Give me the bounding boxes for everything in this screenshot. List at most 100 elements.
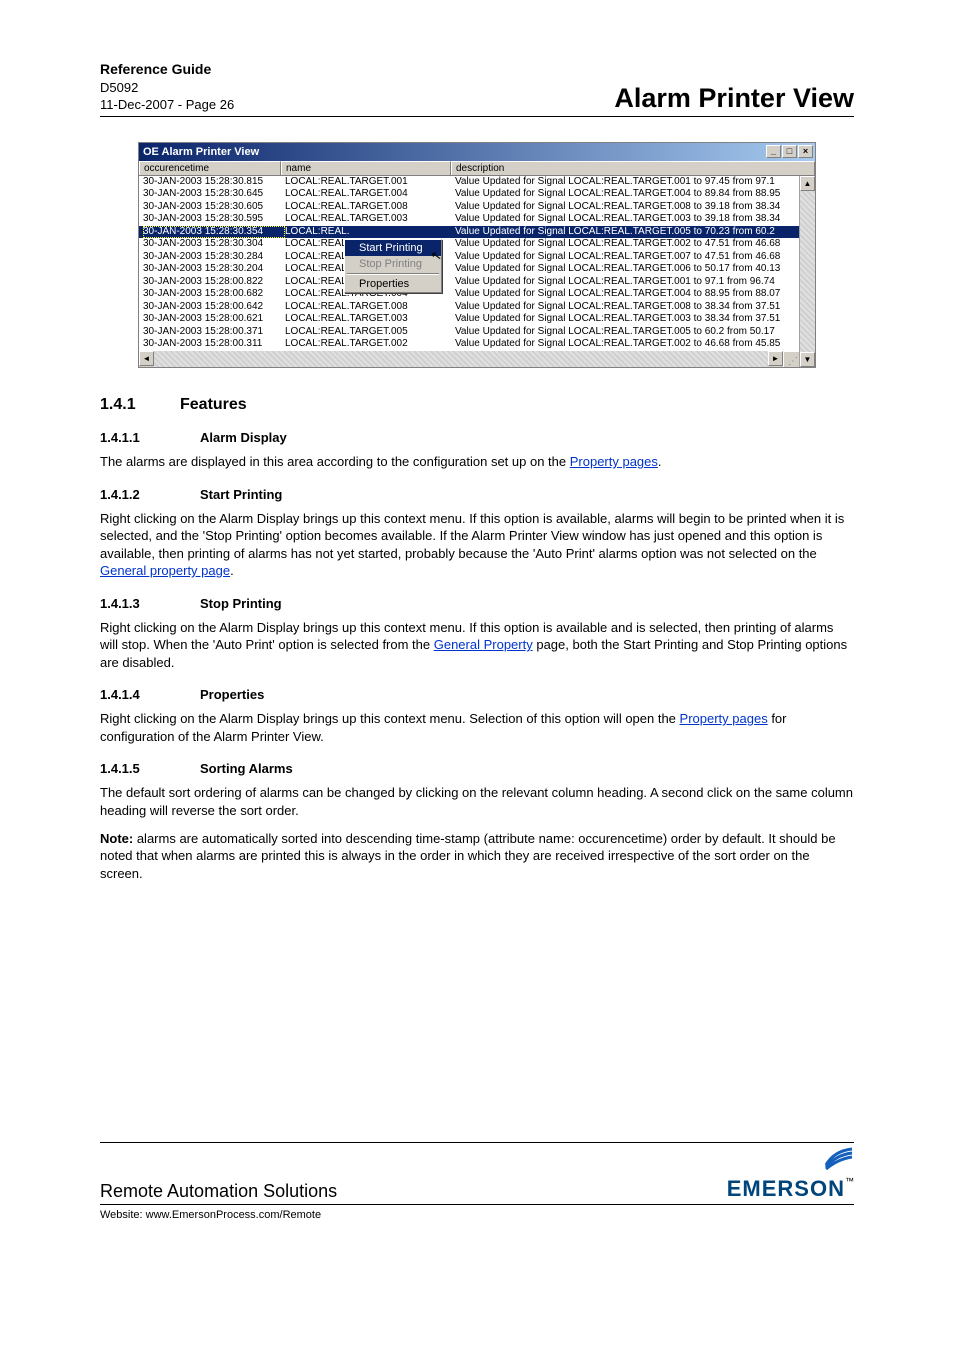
- text: .: [658, 454, 662, 469]
- col-occurencetime[interactable]: occurencetime: [139, 161, 281, 175]
- table-row[interactable]: 30-JAN-2003 15:28:30.645LOCAL:REAL.TARGE…: [139, 188, 799, 201]
- cell-name: LOCAL:REAL.TARGET.003: [285, 313, 455, 326]
- section-1-4-1-2: 1.4.1.2Start Printing: [100, 487, 854, 502]
- logo-wave-icon: [824, 1145, 854, 1171]
- alarm-printer-window: OE Alarm Printer View _ □ × occurencetim…: [138, 142, 816, 368]
- cell-name: LOCAL:REAL.TARGET.003: [285, 213, 455, 226]
- ctx-properties[interactable]: Properties: [345, 276, 441, 292]
- scroll-up-button[interactable]: ▲: [800, 176, 815, 191]
- ctx-start-printing[interactable]: Start Printing: [345, 240, 441, 256]
- table-row[interactable]: 30-JAN-2003 15:28:30.354LOCAL:REAL.Value…: [139, 226, 799, 239]
- cell-name: LOCAL:REAL.TARGET.001: [285, 176, 455, 189]
- table-row[interactable]: 30-JAN-2003 15:28:30.304LOCAL:REAL.Value…: [139, 238, 799, 251]
- text: .: [230, 563, 234, 578]
- cell-time: 30-JAN-2003 15:28:30.815: [143, 176, 285, 189]
- sub-num: 1.4.1.1: [100, 430, 200, 445]
- cell-name: LOCAL:REAL.TARGET.008: [285, 201, 455, 214]
- table-row[interactable]: 30-JAN-2003 15:28:00.621LOCAL:REAL.TARGE…: [139, 313, 799, 326]
- table-row[interactable]: 30-JAN-2003 15:28:00.682LOCAL:REAL.TARGE…: [139, 288, 799, 301]
- para-properties: Right clicking on the Alarm Display brin…: [100, 710, 854, 745]
- page-footer: Remote Automation Solutions EMERSON™ Web…: [100, 1142, 854, 1221]
- hscroll-track[interactable]: [154, 351, 768, 367]
- cell-desc: Value Updated for Signal LOCAL:REAL.TARG…: [455, 263, 799, 276]
- table-row[interactable]: 30-JAN-2003 15:28:00.311LOCAL:REAL.TARGE…: [139, 338, 799, 351]
- scroll-right-button[interactable]: ►: [768, 351, 783, 366]
- horizontal-scrollbar[interactable]: ◄ ► ⋰: [139, 351, 799, 367]
- para-start-printing: Right clicking on the Alarm Display brin…: [100, 510, 854, 580]
- header-left: Reference Guide D5092 11-Dec-2007 - Page…: [100, 60, 234, 114]
- text: The alarms are displayed in this area ac…: [100, 454, 570, 469]
- sub-title: Sorting Alarms: [200, 761, 293, 776]
- cell-desc: Value Updated for Signal LOCAL:REAL.TARG…: [455, 288, 799, 301]
- close-button[interactable]: ×: [798, 145, 813, 158]
- sub-title: Stop Printing: [200, 596, 282, 611]
- text: Right clicking on the Alarm Display brin…: [100, 511, 844, 561]
- page-title: Alarm Printer View: [614, 83, 854, 114]
- resize-grip[interactable]: ⋰: [783, 351, 799, 367]
- link-property-pages-2[interactable]: Property pages: [680, 711, 768, 726]
- cell-name: LOCAL:REAL.: [285, 226, 455, 239]
- table-row[interactable]: 30-JAN-2003 15:28:30.595LOCAL:REAL.TARGE…: [139, 213, 799, 226]
- table-row[interactable]: 30-JAN-2003 15:28:30.284LOCAL:REAL.Value…: [139, 251, 799, 264]
- table-row[interactable]: 30-JAN-2003 15:28:30.815LOCAL:REAL.TARGE…: [139, 176, 799, 189]
- section-1-4-1-3: 1.4.1.3Stop Printing: [100, 596, 854, 611]
- scroll-left-button[interactable]: ◄: [139, 351, 154, 366]
- cell-time: 30-JAN-2003 15:28:00.822: [143, 276, 285, 289]
- para-sorting-note: Note: alarms are automatically sorted in…: [100, 830, 854, 883]
- minimize-button[interactable]: _: [766, 145, 781, 158]
- cell-time: 30-JAN-2003 15:28:30.304: [143, 238, 285, 251]
- cell-time: 30-JAN-2003 15:28:30.595: [143, 213, 285, 226]
- sub-num: 1.4.1.3: [100, 596, 200, 611]
- table-row[interactable]: 30-JAN-2003 15:28:00.642LOCAL:REAL.TARGE…: [139, 301, 799, 314]
- scroll-down-button[interactable]: ▼: [800, 352, 815, 367]
- cell-desc: Value Updated for Signal LOCAL:REAL.TARG…: [455, 238, 799, 251]
- ctx-stop-printing: Stop Printing: [345, 256, 441, 272]
- context-menu: Start Printing Stop Printing Properties: [344, 239, 442, 293]
- section-1-4-1-4: 1.4.1.4Properties: [100, 687, 854, 702]
- cell-name: LOCAL:REAL.TARGET.005: [285, 326, 455, 339]
- doc-id: D5092: [100, 79, 234, 97]
- text: Right clicking on the Alarm Display brin…: [100, 711, 680, 726]
- para-sorting-1: The default sort ordering of alarms can …: [100, 784, 854, 819]
- note-label: Note:: [100, 831, 133, 846]
- table-row[interactable]: 30-JAN-2003 15:28:30.204LOCAL:REAL.Value…: [139, 263, 799, 276]
- sub-title: Alarm Display: [200, 430, 287, 445]
- footer-website: Website: www.EmersonProcess.com/Remote: [100, 1209, 854, 1221]
- col-description[interactable]: description: [451, 161, 815, 175]
- cell-desc: Value Updated for Signal LOCAL:REAL.TARG…: [455, 276, 799, 289]
- ctx-separator: [347, 273, 439, 275]
- cell-name: LOCAL:REAL.TARGET.008: [285, 301, 455, 314]
- cell-desc: Value Updated for Signal LOCAL:REAL.TARG…: [455, 301, 799, 314]
- window-titlebar[interactable]: OE Alarm Printer View _ □ ×: [139, 143, 815, 161]
- cell-time: 30-JAN-2003 15:28:30.645: [143, 188, 285, 201]
- date-page: 11-Dec-2007 - Page 26: [100, 96, 234, 114]
- page-header: Reference Guide D5092 11-Dec-2007 - Page…: [100, 60, 854, 117]
- sub-num: 1.4.1.5: [100, 761, 200, 776]
- col-name[interactable]: name: [281, 161, 451, 175]
- cell-name: LOCAL:REAL.TARGET.002: [285, 338, 455, 351]
- para-alarm-display: The alarms are displayed in this area ac…: [100, 453, 854, 471]
- vscroll-track[interactable]: [800, 191, 815, 352]
- sub-title: Properties: [200, 687, 264, 702]
- link-general-property-page[interactable]: General property page: [100, 563, 230, 578]
- cell-time: 30-JAN-2003 15:28:00.642: [143, 301, 285, 314]
- table-row[interactable]: 30-JAN-2003 15:28:00.822LOCAL:REAL.Value…: [139, 276, 799, 289]
- cell-time: 30-JAN-2003 15:28:00.682: [143, 288, 285, 301]
- vertical-scrollbar[interactable]: ▲ ▼: [799, 176, 815, 367]
- link-property-pages[interactable]: Property pages: [570, 454, 658, 469]
- table-row[interactable]: 30-JAN-2003 15:28:30.605LOCAL:REAL.TARGE…: [139, 201, 799, 214]
- cell-time: 30-JAN-2003 15:28:30.605: [143, 201, 285, 214]
- logo-tm: ™: [845, 1176, 854, 1186]
- maximize-button[interactable]: □: [782, 145, 797, 158]
- para-stop-printing: Right clicking on the Alarm Display brin…: [100, 619, 854, 672]
- window-title-text: OE Alarm Printer View: [143, 146, 259, 158]
- cell-name: LOCAL:REAL.TARGET.004: [285, 188, 455, 201]
- table-row[interactable]: 30-JAN-2003 15:28:00.371LOCAL:REAL.TARGE…: [139, 326, 799, 339]
- cell-desc: Value Updated for Signal LOCAL:REAL.TARG…: [455, 326, 799, 339]
- alarm-rows[interactable]: 30-JAN-2003 15:28:30.815LOCAL:REAL.TARGE…: [139, 176, 799, 351]
- guide-title: Reference Guide: [100, 60, 234, 79]
- sub-num: 1.4.1.4: [100, 687, 200, 702]
- link-general-property[interactable]: General Property: [434, 637, 533, 652]
- section-1-4-1: 1.4.1Features: [100, 396, 854, 414]
- sub-title: Start Printing: [200, 487, 282, 502]
